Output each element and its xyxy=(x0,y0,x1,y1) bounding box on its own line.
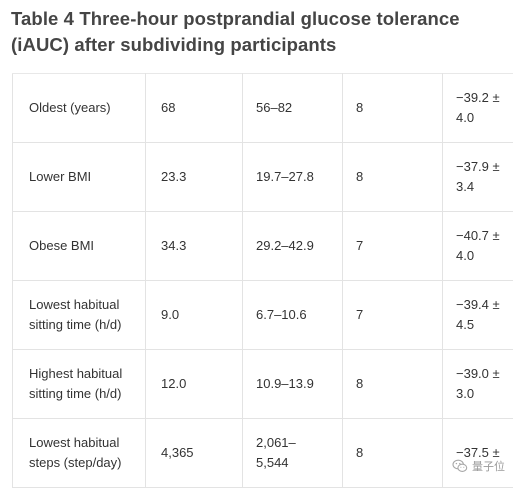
iauc-value: −39.4 ± 4.5 xyxy=(442,280,513,350)
iauc-line: −40.7 ± xyxy=(456,228,500,243)
iauc-line: 3.4 xyxy=(456,179,475,194)
range-value: 10.9–13.9 xyxy=(242,349,343,419)
table-row: Lower BMI 23.3 19.7–27.8 8 −37.9 ± 3.4 xyxy=(12,142,513,212)
row-label: Lowest habitual sitting time (h/d) xyxy=(12,280,146,350)
row-label-line: steps (step/day) xyxy=(29,455,122,470)
range-value: 29.2–42.9 xyxy=(242,211,343,281)
table-row: Obese BMI 34.3 29.2–42.9 7 −40.7 ± 4.0 xyxy=(12,211,513,281)
watermark: 量子位 xyxy=(452,458,505,474)
watermark-text: 量子位 xyxy=(472,460,505,473)
n-value: 8 xyxy=(342,349,443,419)
range-line: 2,061– xyxy=(256,435,296,450)
row-label-line: Lowest habitual xyxy=(29,435,120,450)
mean-value: 9.0 xyxy=(145,280,243,350)
table-row: Lowest habitual steps (step/day) 4,365 2… xyxy=(12,418,513,488)
results-table: Oldest (years) 68 56–82 8 −39.2 ± 4.0 Lo… xyxy=(12,73,513,488)
row-label: Highest habitual sitting time (h/d) xyxy=(12,349,146,419)
range-value: 2,061– 5,544 xyxy=(242,418,343,488)
row-label: Oldest (years) xyxy=(12,73,146,143)
iauc-value: −39.2 ± 4.0 xyxy=(442,73,513,143)
iauc-line: −37.9 ± xyxy=(456,159,500,174)
iauc-line: −39.4 ± xyxy=(456,297,500,312)
row-label-line: Lowest habitual xyxy=(29,297,120,312)
iauc-value: −39.0 ± 3.0 xyxy=(442,349,513,419)
iauc-line: −39.0 ± xyxy=(456,366,500,381)
iauc-value: −40.7 ± 4.0 xyxy=(442,211,513,281)
mean-value: 4,365 xyxy=(145,418,243,488)
iauc-line: −37.5 ± xyxy=(456,445,500,460)
iauc-value: −37.5 ± xyxy=(442,418,513,488)
iauc-line: −39.2 ± xyxy=(456,90,500,105)
mean-value: 68 xyxy=(145,73,243,143)
wechat-icon xyxy=(452,458,468,474)
row-label: Lowest habitual steps (step/day) xyxy=(12,418,146,488)
n-value: 7 xyxy=(342,280,443,350)
mean-value: 34.3 xyxy=(145,211,243,281)
n-value: 8 xyxy=(342,73,443,143)
n-value: 8 xyxy=(342,418,443,488)
n-value: 7 xyxy=(342,211,443,281)
table-title: Table 4 Three-hour postprandial glucose … xyxy=(11,8,460,55)
row-label: Obese BMI xyxy=(12,211,146,281)
table-row: Lowest habitual sitting time (h/d) 9.0 6… xyxy=(12,280,513,350)
iauc-line: 4.0 xyxy=(456,248,475,263)
n-value: 8 xyxy=(342,142,443,212)
iauc-line: 4.0 xyxy=(456,110,475,125)
range-value: 56–82 xyxy=(242,73,343,143)
mean-value: 23.3 xyxy=(145,142,243,212)
iauc-line: 3.0 xyxy=(456,386,475,401)
table-row: Highest habitual sitting time (h/d) 12.0… xyxy=(12,349,513,419)
table-row: Oldest (years) 68 56–82 8 −39.2 ± 4.0 xyxy=(12,73,513,143)
row-label-line: Highest habitual xyxy=(29,366,123,381)
row-label-line: sitting time (h/d) xyxy=(29,386,122,401)
row-label: Lower BMI xyxy=(12,142,146,212)
range-value: 6.7–10.6 xyxy=(242,280,343,350)
iauc-value: −37.9 ± 3.4 xyxy=(442,142,513,212)
iauc-line: 4.5 xyxy=(456,317,475,332)
mean-value: 12.0 xyxy=(145,349,243,419)
range-line: 5,544 xyxy=(256,455,289,470)
range-value: 19.7–27.8 xyxy=(242,142,343,212)
row-label-line: sitting time (h/d) xyxy=(29,317,122,332)
